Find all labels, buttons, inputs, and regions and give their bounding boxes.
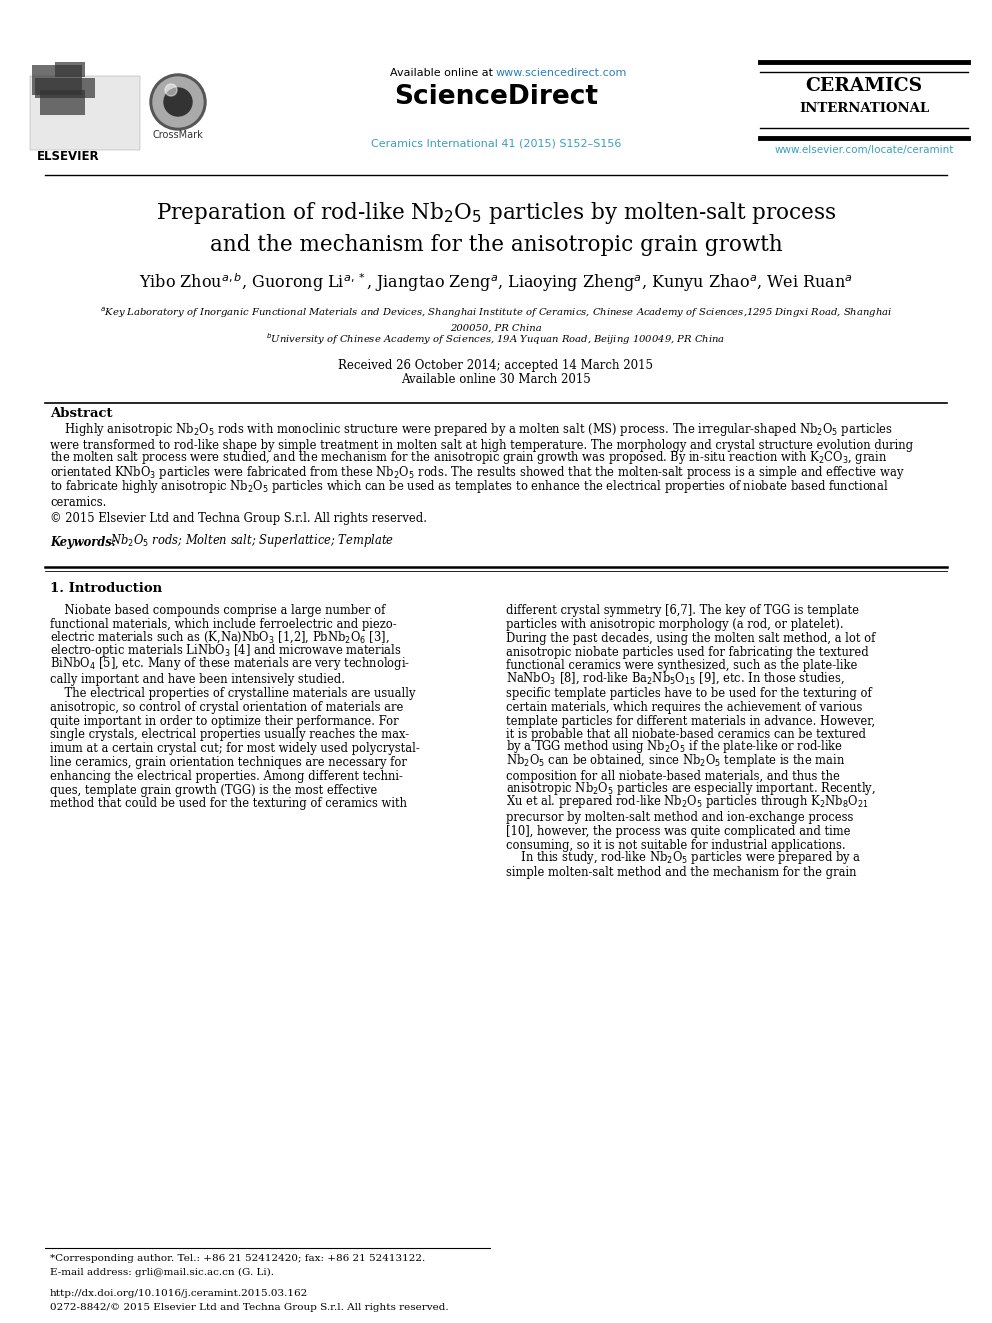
Text: © 2015 Elsevier Ltd and Techna Group S.r.l. All rights reserved.: © 2015 Elsevier Ltd and Techna Group S.r… <box>50 512 427 525</box>
Text: ques, template grain growth (TGG) is the most effective: ques, template grain growth (TGG) is the… <box>50 783 377 796</box>
Text: Abstract: Abstract <box>50 407 112 419</box>
Bar <box>40 90 85 115</box>
Text: 200050, PR China: 200050, PR China <box>450 324 542 333</box>
Text: specific template particles have to be used for the texturing of: specific template particles have to be u… <box>506 687 872 700</box>
Text: and the mechanism for the anisotropic grain growth: and the mechanism for the anisotropic gr… <box>209 234 783 255</box>
Text: it is probable that all niobate-based ceramics can be textured: it is probable that all niobate-based ce… <box>506 729 866 741</box>
Text: http://dx.doi.org/10.1016/j.ceramint.2015.03.162: http://dx.doi.org/10.1016/j.ceramint.201… <box>50 1289 309 1298</box>
Text: Ceramics International 41 (2015) S152–S156: Ceramics International 41 (2015) S152–S1… <box>371 138 621 148</box>
Text: Yibo Zhou$^{a,b}$, Guorong Li$^{a,*}$, Jiangtao Zeng$^{a}$, Liaoying Zheng$^{a}$: Yibo Zhou$^{a,b}$, Guorong Li$^{a,*}$, J… <box>139 271 853 294</box>
Text: CERAMICS: CERAMICS <box>806 77 923 95</box>
Text: www.sciencedirect.com: www.sciencedirect.com <box>496 67 627 78</box>
Text: electric materials such as (K,Na)NbO$_3$ [1,2], PbNb$_2$O$_6$ [3],: electric materials such as (K,Na)NbO$_3$… <box>50 630 390 644</box>
Text: anisotropic, so control of crystal orientation of materials are: anisotropic, so control of crystal orien… <box>50 701 404 714</box>
Text: $^a$Key Laboratory of Inorganic Functional Materials and Devices, Shanghai Insti: $^a$Key Laboratory of Inorganic Function… <box>100 306 892 320</box>
Text: imum at a certain crystal cut; for most widely used polycrystal-: imum at a certain crystal cut; for most … <box>50 742 420 755</box>
Text: *Corresponding author. Tel.: +86 21 52412420; fax: +86 21 52413122.: *Corresponding author. Tel.: +86 21 5241… <box>50 1254 426 1263</box>
Text: single crystals, electrical properties usually reaches the max-: single crystals, electrical properties u… <box>50 729 409 741</box>
Bar <box>35 78 95 98</box>
Text: Preparation of rod-like Nb$_2$O$_5$ particles by molten-salt process: Preparation of rod-like Nb$_2$O$_5$ part… <box>156 200 836 226</box>
Circle shape <box>164 89 192 116</box>
Text: by a TGG method using Nb$_2$O$_5$ if the plate-like or rod-like: by a TGG method using Nb$_2$O$_5$ if the… <box>506 738 843 755</box>
Text: [10], however, the process was quite complicated and time: [10], however, the process was quite com… <box>506 826 850 837</box>
Text: $^b$University of Chinese Academy of Sciences, 19A Yuquan Road, Beijing 100049, : $^b$University of Chinese Academy of Sci… <box>267 331 725 347</box>
Text: anisotropic Nb$_2$O$_5$ particles are especially important. Recently,: anisotropic Nb$_2$O$_5$ particles are es… <box>506 779 876 796</box>
Text: line ceramics, grain orientation techniques are necessary for: line ceramics, grain orientation techniq… <box>50 755 407 769</box>
Text: NaNbO$_3$ [8], rod-like Ba$_2$Nb$_5$O$_{15}$ [9], etc. In those studies,: NaNbO$_3$ [8], rod-like Ba$_2$Nb$_5$O$_{… <box>506 671 844 687</box>
Text: functional materials, which include ferroelectric and piezo-: functional materials, which include ferr… <box>50 618 397 631</box>
Text: 1. Introduction: 1. Introduction <box>50 582 162 595</box>
Text: Available online 30 March 2015: Available online 30 March 2015 <box>401 373 591 386</box>
Text: template particles for different materials in advance. However,: template particles for different materia… <box>506 714 875 728</box>
Circle shape <box>150 74 206 130</box>
Text: www.elsevier.com/locate/ceramint: www.elsevier.com/locate/ceramint <box>775 146 953 155</box>
Text: Xu et al. prepared rod-like Nb$_2$O$_5$ particles through K$_2$Nb$_8$O$_{21}$: Xu et al. prepared rod-like Nb$_2$O$_5$ … <box>506 794 868 811</box>
Text: electro-optic materials LiNbO$_3$ [4] and microwave materials: electro-optic materials LiNbO$_3$ [4] an… <box>50 642 402 659</box>
Text: composition for all niobate-based materials, and thus the: composition for all niobate-based materi… <box>506 770 840 783</box>
Text: consuming, so it is not suitable for industrial applications.: consuming, so it is not suitable for ind… <box>506 839 845 852</box>
Text: The electrical properties of crystalline materials are usually: The electrical properties of crystalline… <box>50 687 416 700</box>
Text: different crystal symmetry [6,7]. The key of TGG is template: different crystal symmetry [6,7]. The ke… <box>506 605 859 618</box>
Text: ELSEVIER: ELSEVIER <box>37 149 99 163</box>
Text: ceramics.: ceramics. <box>50 496 106 509</box>
Text: quite important in order to optimize their performance. For: quite important in order to optimize the… <box>50 714 399 728</box>
Text: INTERNATIONAL: INTERNATIONAL <box>799 102 930 115</box>
Text: E-mail address: grli@mail.sic.ac.cn (G. Li).: E-mail address: grli@mail.sic.ac.cn (G. … <box>50 1267 274 1277</box>
Bar <box>32 65 82 95</box>
Text: 0272-8842/© 2015 Elsevier Ltd and Techna Group S.r.l. All rights reserved.: 0272-8842/© 2015 Elsevier Ltd and Techna… <box>50 1303 448 1312</box>
Text: Keywords:: Keywords: <box>50 536 116 549</box>
Text: certain materials, which requires the achievement of various: certain materials, which requires the ac… <box>506 701 862 714</box>
Text: simple molten-salt method and the mechanism for the grain: simple molten-salt method and the mechan… <box>506 867 856 880</box>
Text: In this study, rod-like Nb$_2$O$_5$ particles were prepared by a: In this study, rod-like Nb$_2$O$_5$ part… <box>506 848 861 865</box>
Text: particles with anisotropic morphology (a rod, or platelet).: particles with anisotropic morphology (a… <box>506 618 843 631</box>
Text: Available online at: Available online at <box>390 67 496 78</box>
Text: ScienceDirect: ScienceDirect <box>394 83 598 110</box>
Text: anisotropic niobate particles used for fabricating the textured: anisotropic niobate particles used for f… <box>506 646 869 659</box>
Text: enhancing the electrical properties. Among different techni-: enhancing the electrical properties. Amo… <box>50 770 403 783</box>
Text: Highly anisotropic Nb$_2$O$_5$ rods with monoclinic structure were prepared by a: Highly anisotropic Nb$_2$O$_5$ rods with… <box>50 421 893 438</box>
Text: BiNbO$_4$ [5], etc. Many of these materials are very technologi-: BiNbO$_4$ [5], etc. Many of these materi… <box>50 655 410 672</box>
Text: precursor by molten-salt method and ion-exchange process: precursor by molten-salt method and ion-… <box>506 811 853 824</box>
Text: functional ceramics were synthesized, such as the plate-like: functional ceramics were synthesized, su… <box>506 659 857 672</box>
Circle shape <box>165 83 177 97</box>
Text: Received 26 October 2014; accepted 14 March 2015: Received 26 October 2014; accepted 14 Ma… <box>338 359 654 372</box>
Text: the molten salt process were studied, and the mechanism for the anisotropic grai: the molten salt process were studied, an… <box>50 450 888 467</box>
Bar <box>55 62 85 77</box>
Text: During the past decades, using the molten salt method, a lot of: During the past decades, using the molte… <box>506 632 875 644</box>
Text: Nb$_2$O$_5$ rods; Molten salt; Superlattice; Template: Nb$_2$O$_5$ rods; Molten salt; Superlatt… <box>110 532 394 549</box>
Text: cally important and have been intensively studied.: cally important and have been intensivel… <box>50 673 345 687</box>
Text: Nb$_2$O$_5$ can be obtained, since Nb$_2$O$_5$ template is the main: Nb$_2$O$_5$ can be obtained, since Nb$_2… <box>506 751 845 769</box>
Text: CrossMark: CrossMark <box>153 130 203 140</box>
Text: orientated KNbO$_3$ particles were fabricated from these Nb$_2$O$_5$ rods. The r: orientated KNbO$_3$ particles were fabri… <box>50 463 905 480</box>
Circle shape <box>153 77 203 127</box>
Text: to fabricate highly anisotropic Nb$_2$O$_5$ particles which can be used as templ: to fabricate highly anisotropic Nb$_2$O$… <box>50 478 889 495</box>
Text: were transformed to rod-like shape by simple treatment in molten salt at high te: were transformed to rod-like shape by si… <box>50 439 913 452</box>
Bar <box>30 75 140 149</box>
Text: method that could be used for the texturing of ceramics with: method that could be used for the textur… <box>50 798 407 811</box>
Text: Niobate based compounds comprise a large number of: Niobate based compounds comprise a large… <box>50 605 385 618</box>
